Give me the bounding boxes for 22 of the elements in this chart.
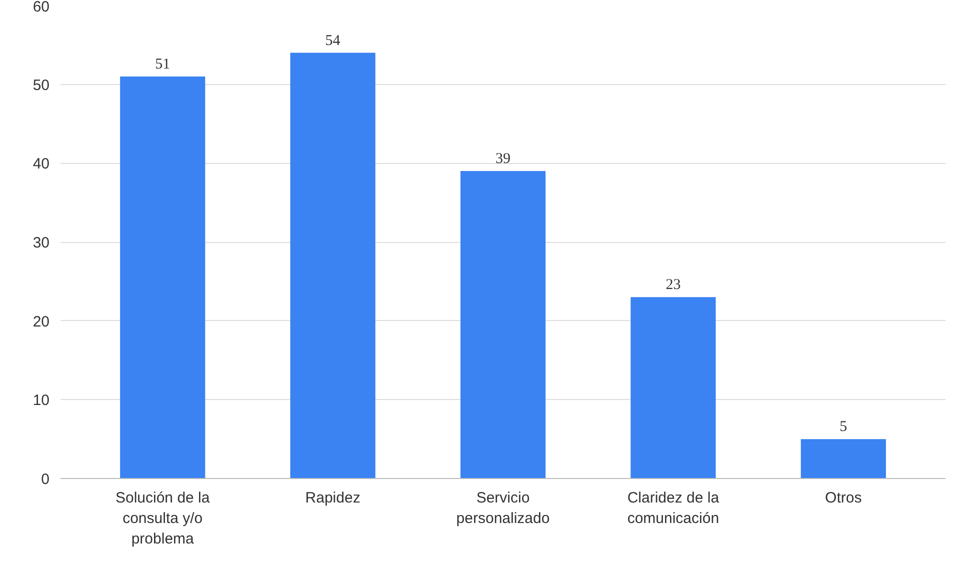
y-tick-label: 0 (41, 471, 50, 488)
y-tick-label: 50 (32, 76, 50, 94)
y-tick-label: 30 (32, 234, 50, 252)
bar (630, 297, 716, 478)
x-tick-label: Servicio personalizado (456, 490, 550, 527)
y-tick-label: 10 (32, 392, 50, 410)
x-tick-label: Rapidez (305, 490, 360, 506)
bar (120, 76, 206, 478)
x-tick-label: Solución de la consulta y/o problema (116, 490, 210, 548)
data-label: 54 (325, 32, 341, 49)
bar (800, 439, 886, 478)
data-label: 39 (496, 151, 510, 168)
data-label: 23 (666, 277, 681, 294)
bar (460, 171, 546, 478)
y-tick-label: 60 (32, 0, 50, 16)
y-tick-label: 40 (32, 156, 50, 173)
y-tick-label: 20 (32, 313, 50, 330)
bar (290, 52, 376, 478)
data-label: 51 (155, 56, 170, 72)
x-tick-label: Claridez de la comunicación (627, 490, 720, 527)
data-label: 5 (840, 419, 848, 436)
x-tick-label: Otros (825, 490, 862, 506)
